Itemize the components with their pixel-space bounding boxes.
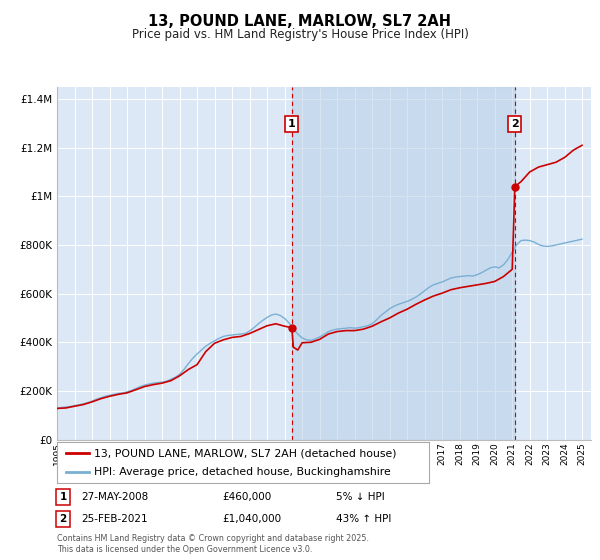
- Text: 1: 1: [59, 492, 67, 502]
- Text: £1,040,000: £1,040,000: [222, 514, 281, 524]
- Text: 1: 1: [288, 119, 296, 129]
- Text: HPI: Average price, detached house, Buckinghamshire: HPI: Average price, detached house, Buck…: [94, 467, 391, 477]
- Bar: [292, 87, 515, 440]
- Text: 13, POUND LANE, MARLOW, SL7 2AH: 13, POUND LANE, MARLOW, SL7 2AH: [149, 14, 452, 29]
- Text: 25-FEB-2021: 25-FEB-2021: [81, 514, 148, 524]
- Text: Contains HM Land Registry data © Crown copyright and database right 2025.
This d: Contains HM Land Registry data © Crown c…: [57, 534, 369, 554]
- Text: 13, POUND LANE, MARLOW, SL7 2AH (detached house): 13, POUND LANE, MARLOW, SL7 2AH (detache…: [94, 449, 397, 458]
- Text: 43% ↑ HPI: 43% ↑ HPI: [336, 514, 391, 524]
- Text: 5% ↓ HPI: 5% ↓ HPI: [336, 492, 385, 502]
- Text: Price paid vs. HM Land Registry's House Price Index (HPI): Price paid vs. HM Land Registry's House …: [131, 28, 469, 41]
- Text: 2: 2: [511, 119, 519, 129]
- Text: £460,000: £460,000: [222, 492, 271, 502]
- Text: 27-MAY-2008: 27-MAY-2008: [81, 492, 148, 502]
- Text: 2: 2: [59, 514, 67, 524]
